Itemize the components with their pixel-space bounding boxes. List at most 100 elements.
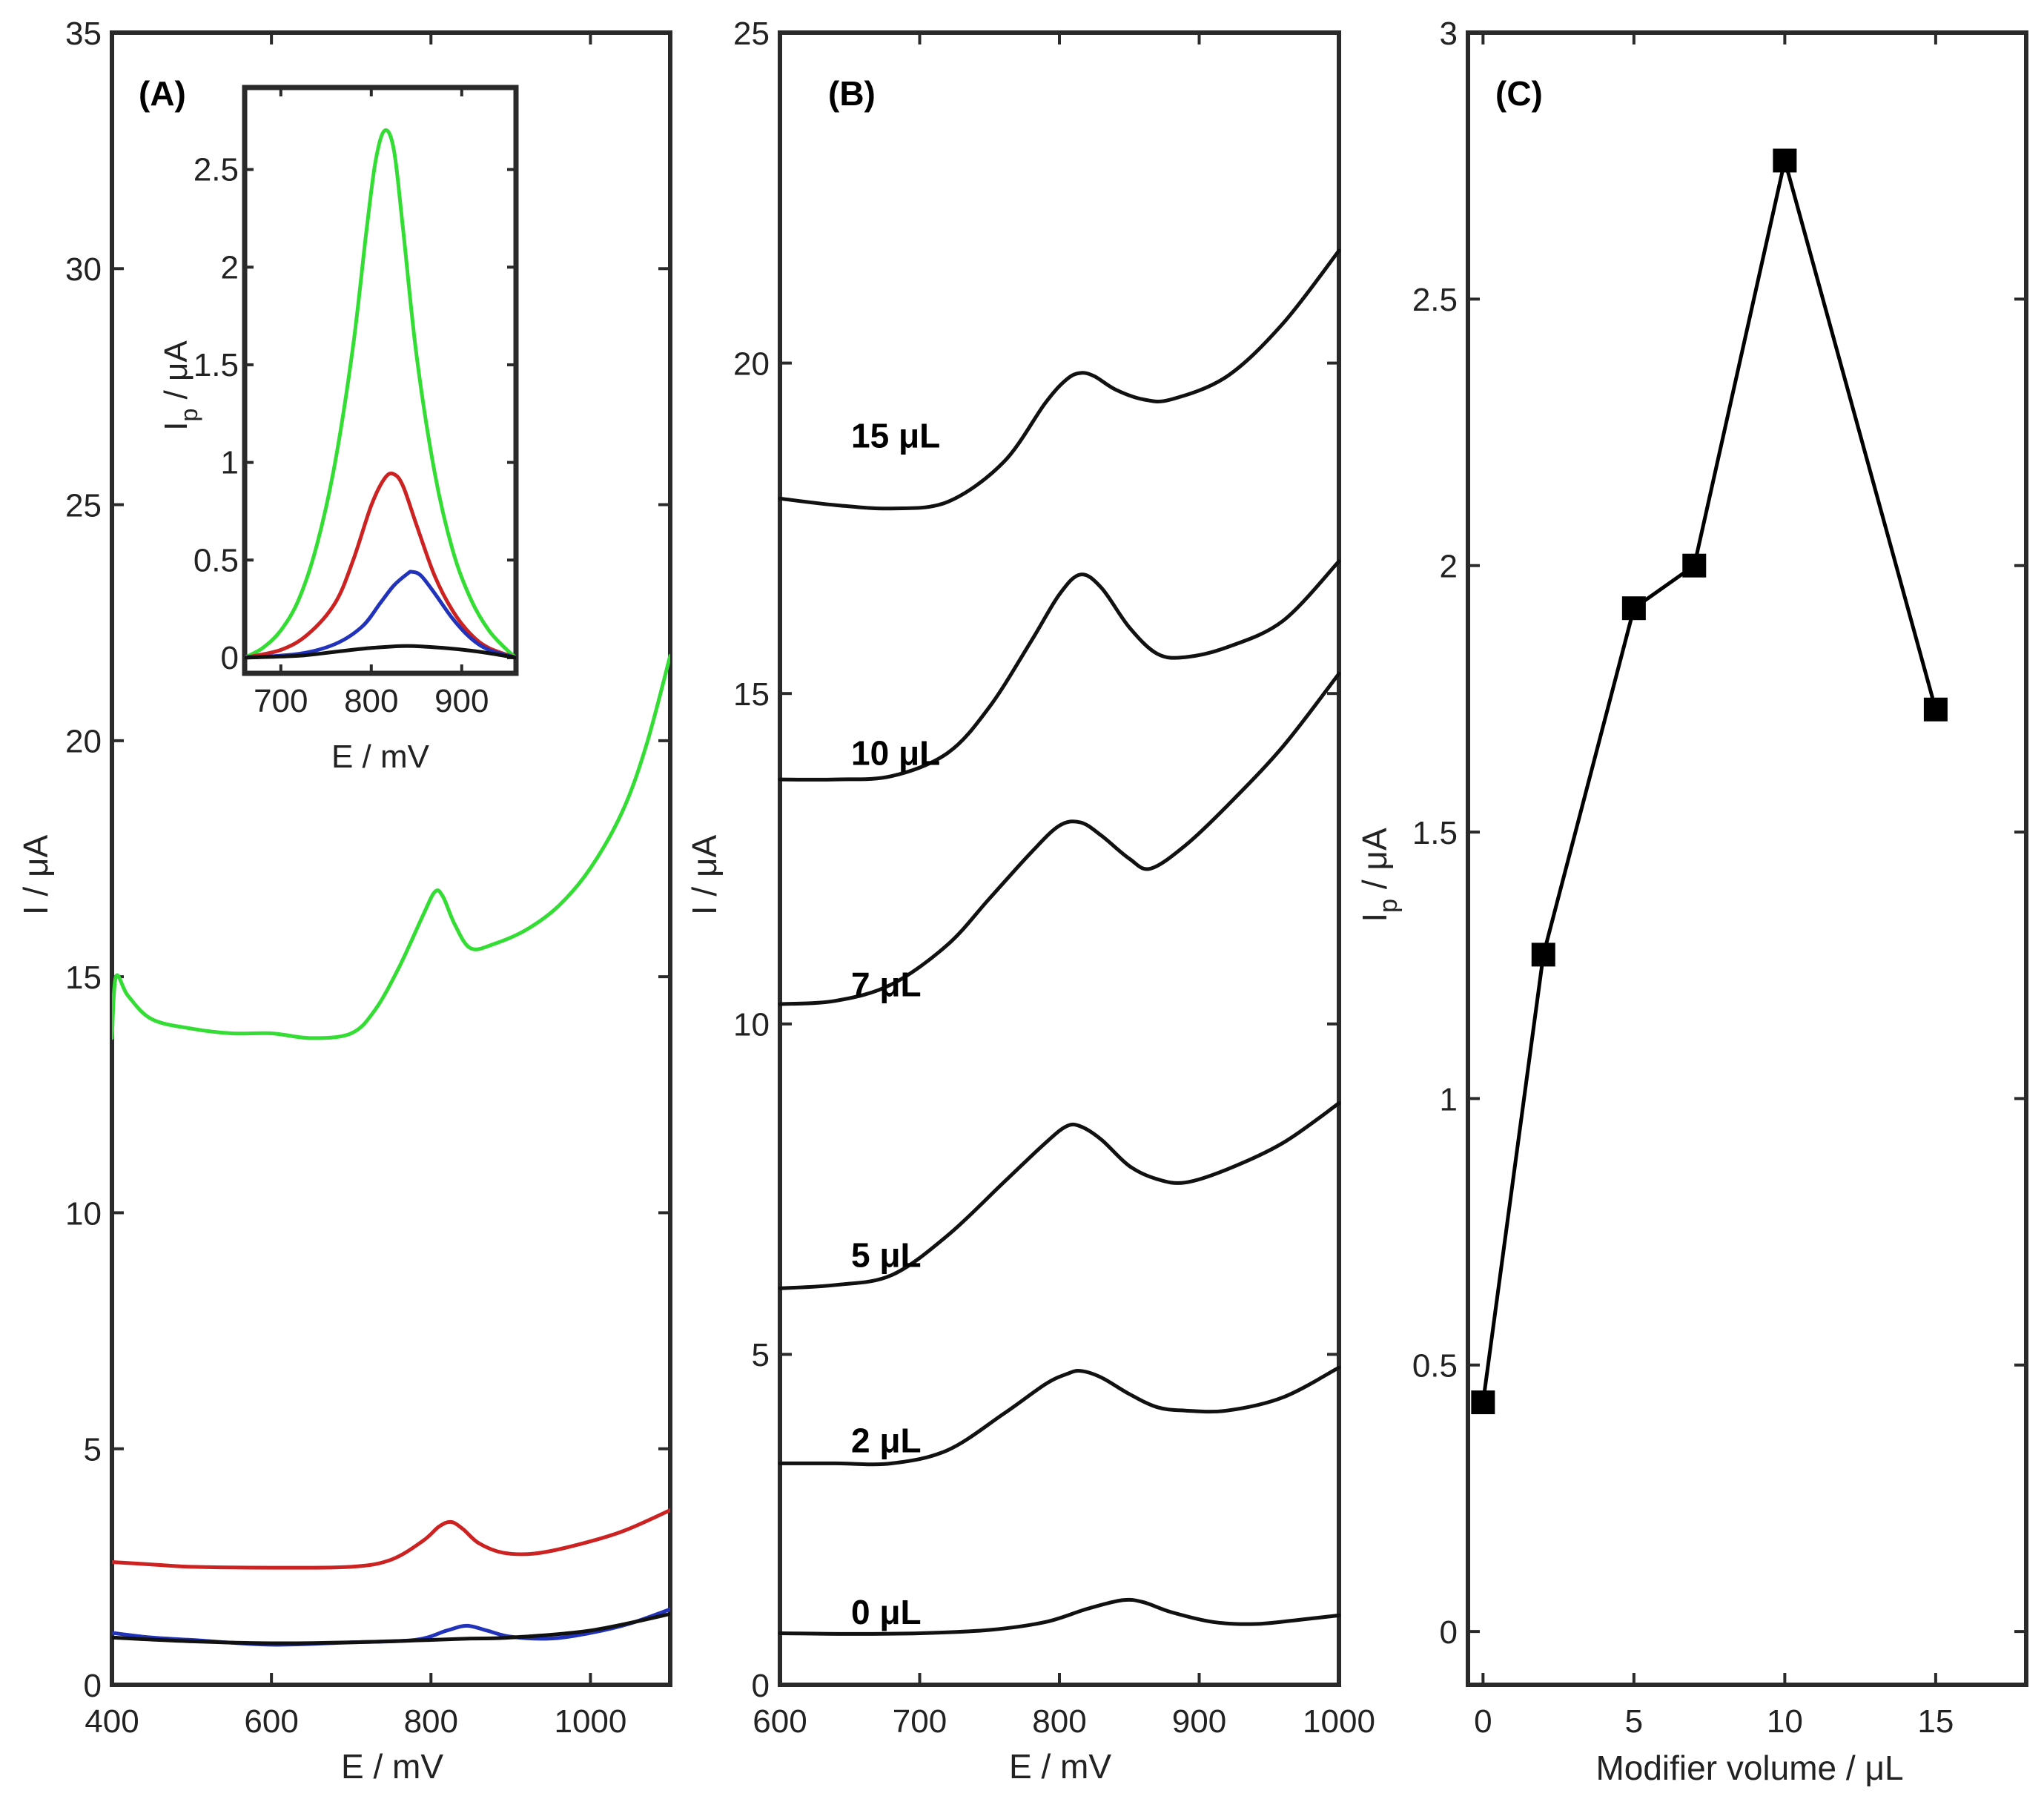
- panel-b-axes: 0 5 10 15 20 25 600 700 800 900 1000: [733, 16, 1375, 1740]
- panel-c-ylabel: Ip / μA: [1355, 828, 1403, 922]
- panel-a-ytick-label: 5: [84, 1432, 102, 1468]
- panel-c-frame: [1466, 30, 2028, 1687]
- panel-a-ytick-label: 25: [65, 487, 102, 524]
- inset-series: [245, 128, 516, 660]
- inset-xtick-label: 900: [434, 683, 489, 719]
- panel-b-series-2-l: [778, 1365, 1341, 1467]
- panel-c-marker: [1773, 148, 1797, 173]
- panel-b-ytick-label: 25: [733, 16, 770, 52]
- panel-a-frame: [110, 30, 672, 1687]
- panel-c-line: [1481, 159, 1938, 1403]
- inset-frame: [242, 85, 519, 676]
- panel-c-axes: 0 0.5 1 1.5 2 2.5 3 0 5 10 15: [1412, 16, 2028, 1740]
- panel-b-curve-label: 2 μL: [851, 1421, 922, 1459]
- panel-a-ytick-label: 35: [65, 16, 102, 52]
- panel-b-series: 15 μL 10 μL 7 μL 5 μL 2 μL 0 μL: [778, 248, 1341, 1636]
- inset-series-blue: [245, 570, 516, 660]
- panel-c-series: [1471, 148, 1948, 1415]
- panel-b-ytick-label: 5: [752, 1337, 770, 1373]
- panel-c-marker: [1531, 943, 1555, 967]
- panel-c-ytick-label: 0: [1440, 1614, 1458, 1651]
- panel-a-ytick-label: 20: [65, 724, 102, 760]
- panel-c-ytick-label: 3: [1440, 16, 1458, 52]
- panel-b-label: (B): [828, 74, 876, 113]
- inset-ytick-label: 1.5: [194, 347, 239, 383]
- panel-a-series: [112, 653, 670, 1647]
- panel-c-xtick-label: 0: [1474, 1703, 1492, 1740]
- inset-ytick-label: 1: [221, 445, 239, 481]
- panel-b-series-15-l: [778, 248, 1341, 511]
- panel-a-series-green: [112, 653, 670, 1040]
- panel-c-marker: [1471, 1390, 1495, 1415]
- panel-b-series-10-l: [778, 559, 1341, 782]
- panel-b-xtick-label: 1000: [1303, 1703, 1375, 1740]
- panel-c-ylabel-unit: / μA: [1355, 828, 1394, 899]
- panel-b-series-5-l: [778, 1101, 1341, 1290]
- panel-a-ytick-label: 15: [65, 960, 102, 996]
- panel-b-curve-label: 0 μL: [851, 1593, 922, 1631]
- panel-b-curve-label: 15 μL: [851, 417, 940, 455]
- panel-c-ytick-label: 1: [1440, 1081, 1458, 1118]
- inset-ylabel: Ip / μA: [158, 340, 202, 431]
- panel-a-xtick-label: 600: [244, 1703, 298, 1740]
- inset-xtick-label: 700: [254, 683, 308, 719]
- panel-a-label: (A): [139, 74, 186, 113]
- panel-b-ylabel: I / μA: [685, 835, 724, 916]
- panel-a-xtick-label: 400: [85, 1703, 139, 1740]
- panel-c-ylabel-sub: p: [1375, 899, 1403, 913]
- panel-b-ytick-label: 15: [733, 676, 770, 713]
- panel-b-ytick-label: 10: [733, 1007, 770, 1043]
- panel-a-axes: 0 5 10 15 20 25 30 35 400 600 800 1000: [65, 16, 672, 1740]
- panel-a-ytick-label: 10: [65, 1195, 102, 1232]
- panel-b-xtick-label: 600: [753, 1703, 807, 1740]
- panel-a-series-black: [112, 1612, 670, 1645]
- panel-c-marker: [1682, 553, 1707, 578]
- panel-c-xtick-label: 10: [1767, 1703, 1803, 1740]
- panel-b-ytick-label: 0: [752, 1668, 770, 1704]
- panel-b-ytick-label: 20: [733, 346, 770, 382]
- panel-c-xlabel: Modifier volume / μL: [1595, 1749, 1903, 1787]
- panel-c-ytick-label: 2: [1440, 549, 1458, 585]
- panel-b-series-0-l: [778, 1597, 1341, 1636]
- inset-axes: 0 0.5 1 1.5 2 2.5 700 800 900: [194, 85, 519, 719]
- inset-series-green: [245, 128, 516, 660]
- panel-b-curve-label: 7 μL: [851, 965, 922, 1003]
- panel-b-xtick-label: 800: [1032, 1703, 1086, 1740]
- inset-ytick-label: 0: [221, 640, 239, 676]
- inset-xlabel: E / mV: [331, 739, 430, 775]
- inset-ytick-label: 2.5: [194, 152, 239, 188]
- inset-ylabel-main: I: [158, 421, 194, 430]
- panel-a-xtick-label: 800: [404, 1703, 458, 1740]
- panel-a: 0 5 10 15 20 25 30 35 400 600 800 1000 (A) E / mV I…: [16, 16, 672, 1786]
- panel-a-xlabel: E / mV: [341, 1747, 443, 1786]
- inset-ytick-label: 2: [221, 249, 239, 285]
- panel-a-series-red: [112, 1508, 670, 1570]
- inset-ylabel-sub: p: [176, 409, 202, 422]
- panel-c: 0 0.5 1 1.5 2 2.5 3 0 5 10 15 (C) Modifier volume …: [1355, 16, 2028, 1787]
- panel-c-marker: [1923, 697, 1948, 722]
- panel-b-series-7-l: [778, 672, 1341, 1006]
- panel-c-ytick-label: 2.5: [1412, 282, 1458, 318]
- panel-c-ytick-label: 0.5: [1412, 1348, 1458, 1384]
- panel-b-xtick-label: 900: [1172, 1703, 1226, 1740]
- panel-c-xtick-label: 15: [1917, 1703, 1954, 1740]
- panel-b-xtick-label: 700: [893, 1703, 947, 1740]
- panel-b-xlabel: E / mV: [1009, 1747, 1111, 1786]
- panel-a-ylabel: I / μA: [16, 835, 55, 916]
- inset-series-red: [245, 471, 516, 660]
- inset-ytick-label: 0.5: [194, 542, 239, 578]
- panel-b-curve-label: 10 μL: [851, 733, 940, 772]
- inset-xtick-label: 800: [344, 683, 398, 719]
- panel-a-ytick-label: 30: [65, 251, 102, 288]
- inset-series-black: [245, 644, 516, 660]
- panel-c-ylabel-main: I: [1355, 913, 1394, 922]
- panel-b: 0 5 10 15 20 25 600 700 800 900 1000 15 μL 10 μL 7 μ…: [685, 16, 1375, 1786]
- panel-c-label: (C): [1495, 74, 1543, 113]
- panel-c-ytick-label: 1.5: [1412, 815, 1458, 851]
- panel-b-curve-label: 5 μL: [851, 1236, 922, 1275]
- panel-c-marker: [1621, 596, 1646, 621]
- inset-ylabel-unit: / μA: [158, 340, 194, 409]
- panel-c-xtick-label: 5: [1625, 1703, 1643, 1740]
- panel-a-xtick-label: 1000: [554, 1703, 626, 1740]
